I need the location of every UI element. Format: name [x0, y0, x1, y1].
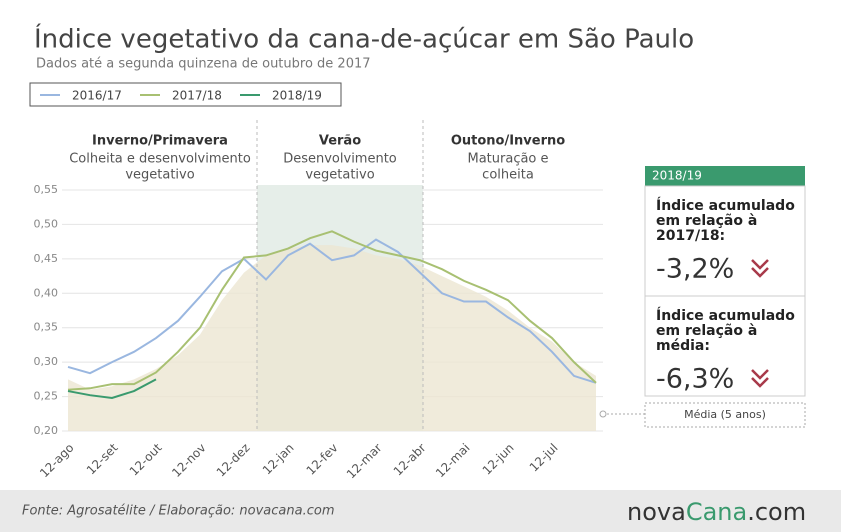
chart-title: Índice vegetativo da cana-de-açúcar em S…: [34, 23, 694, 55]
season-text: Colheita e desenvolvimento: [69, 152, 251, 167]
down-chevron: [751, 259, 769, 270]
down-chevron: [751, 377, 769, 388]
y-tick-label: 0,55: [34, 183, 59, 196]
season-text: colheita: [482, 168, 534, 183]
footer-band: [0, 490, 841, 532]
series-line: [67, 230, 597, 391]
y-tick-label: 0,30: [34, 355, 59, 368]
logo-part: Cana: [686, 498, 747, 526]
series-line: [67, 238, 597, 384]
series-line: [67, 378, 157, 399]
legend-label: 2016/17: [72, 89, 122, 103]
season-text: Desenvolvimento: [283, 152, 397, 167]
average-note: Média (5 anos): [684, 408, 766, 421]
panel-box: [644, 185, 806, 297]
season-title: Outono/Inverno: [451, 134, 565, 149]
panel-label: média:: [656, 338, 710, 354]
logo-part: .com: [747, 498, 806, 526]
logo-part: nova: [627, 498, 686, 526]
panel-box: [644, 295, 806, 397]
x-tick-label: 12-fev: [304, 441, 341, 478]
season-text: vegetativo: [305, 168, 374, 183]
x-tick-label: 12-jun: [480, 441, 517, 478]
down-chevron: [751, 369, 769, 380]
x-tick-label: 12-dez: [214, 441, 253, 480]
x-tick-label: 12-mar: [344, 441, 385, 482]
x-tick-label: 12-nov: [169, 441, 208, 480]
down-chevron: [751, 267, 769, 278]
x-tick-label: 12-mai: [433, 441, 473, 481]
average-area: [68, 245, 596, 431]
x-tick-label: 12-out: [127, 440, 165, 478]
y-tick-label: 0,50: [34, 217, 59, 230]
panel-value: -3,2%: [656, 254, 734, 285]
y-tick-label: 0,20: [34, 424, 59, 437]
legend-label: 2018/19: [272, 89, 322, 103]
panel-label: em relação à: [656, 213, 757, 229]
x-tick-label: 12-jan: [260, 441, 297, 478]
panel-value: -6,3%: [656, 364, 734, 395]
average-note-box: [644, 402, 806, 428]
panel-header: [645, 166, 805, 186]
y-tick-label: 0,40: [34, 286, 59, 299]
season-text: Maturação e: [467, 152, 548, 167]
season-text: vegetativo: [125, 168, 194, 183]
logo: novaCana.com: [627, 498, 806, 526]
panel-title: 2018/19: [652, 169, 702, 183]
x-tick-label: 12-jul: [527, 441, 561, 475]
legend-box: [29, 82, 342, 107]
average-note-dot: [599, 410, 607, 418]
season-title: Verão: [319, 134, 361, 149]
x-tick-label: 12-abr: [391, 441, 429, 479]
x-tick-label: 12-ago: [37, 441, 77, 481]
y-tick-label: 0,35: [34, 321, 59, 334]
season-title: Inverno/Primavera: [92, 134, 228, 149]
x-tick-label: 12-set: [84, 440, 121, 477]
panel-label: Índice acumulado: [656, 197, 795, 214]
chart-subtitle: Dados até a segunda quinzena de outubro …: [36, 57, 371, 72]
panel-label: Índice acumulado: [656, 307, 795, 324]
panel-label: em relação à: [656, 323, 757, 339]
source: Fonte: Agrosatélite / Elaboração: novaca…: [22, 504, 334, 519]
legend-label: 2017/18: [172, 89, 222, 103]
panel-label: 2017/18:: [656, 228, 725, 244]
y-tick-label: 0,25: [34, 390, 59, 403]
y-tick-label: 0,45: [34, 252, 59, 265]
